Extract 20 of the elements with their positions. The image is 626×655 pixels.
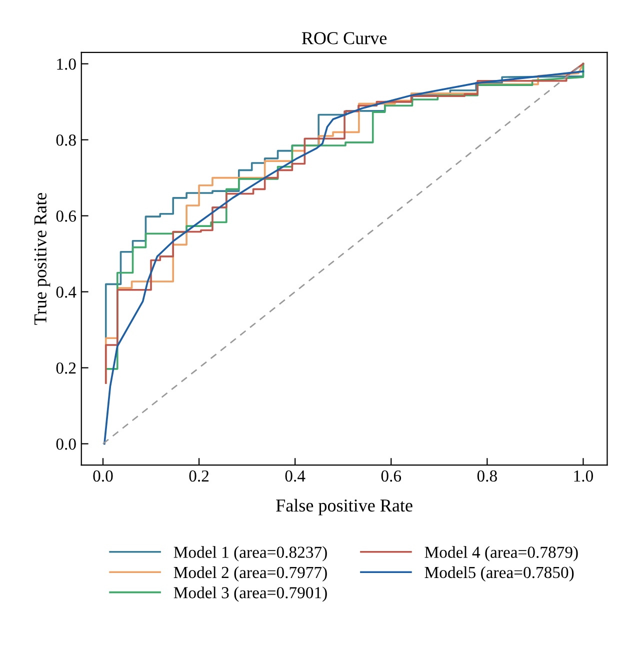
legend-label: Model 1 (area=0.8237) — [174, 546, 327, 562]
y-tick-label: 1.0 — [57, 58, 76, 70]
x-tick-label: 0.6 — [381, 470, 402, 482]
y-tick-label: 0.8 — [56, 134, 76, 146]
legend-label: Model5 (area=0.7850) — [424, 566, 574, 582]
x-tick-label: 1.0 — [574, 470, 593, 482]
y-tick-label: 0.4 — [56, 286, 76, 298]
x-tick-label: 0.4 — [285, 470, 306, 482]
legend-label: Model 4 (area=0.7879) — [424, 546, 578, 562]
x-axis-title: False positive Rate — [276, 498, 412, 516]
x-tick-label: 0.2 — [189, 470, 209, 482]
legend-label: Model 2 (area=0.7977) — [174, 566, 327, 582]
y-tick-label: 0.2 — [56, 362, 76, 374]
legend-label: Model 3 (area=0.7901) — [174, 586, 327, 602]
chart-title: ROC Curve — [302, 32, 387, 44]
x-tick-label: 0.8 — [477, 470, 497, 482]
y-tick-label: 0.6 — [56, 210, 76, 222]
x-tick-label: 0.0 — [93, 470, 113, 482]
y-axis-title: True positive Rate — [34, 192, 50, 325]
y-tick-label: 0.0 — [56, 438, 76, 450]
